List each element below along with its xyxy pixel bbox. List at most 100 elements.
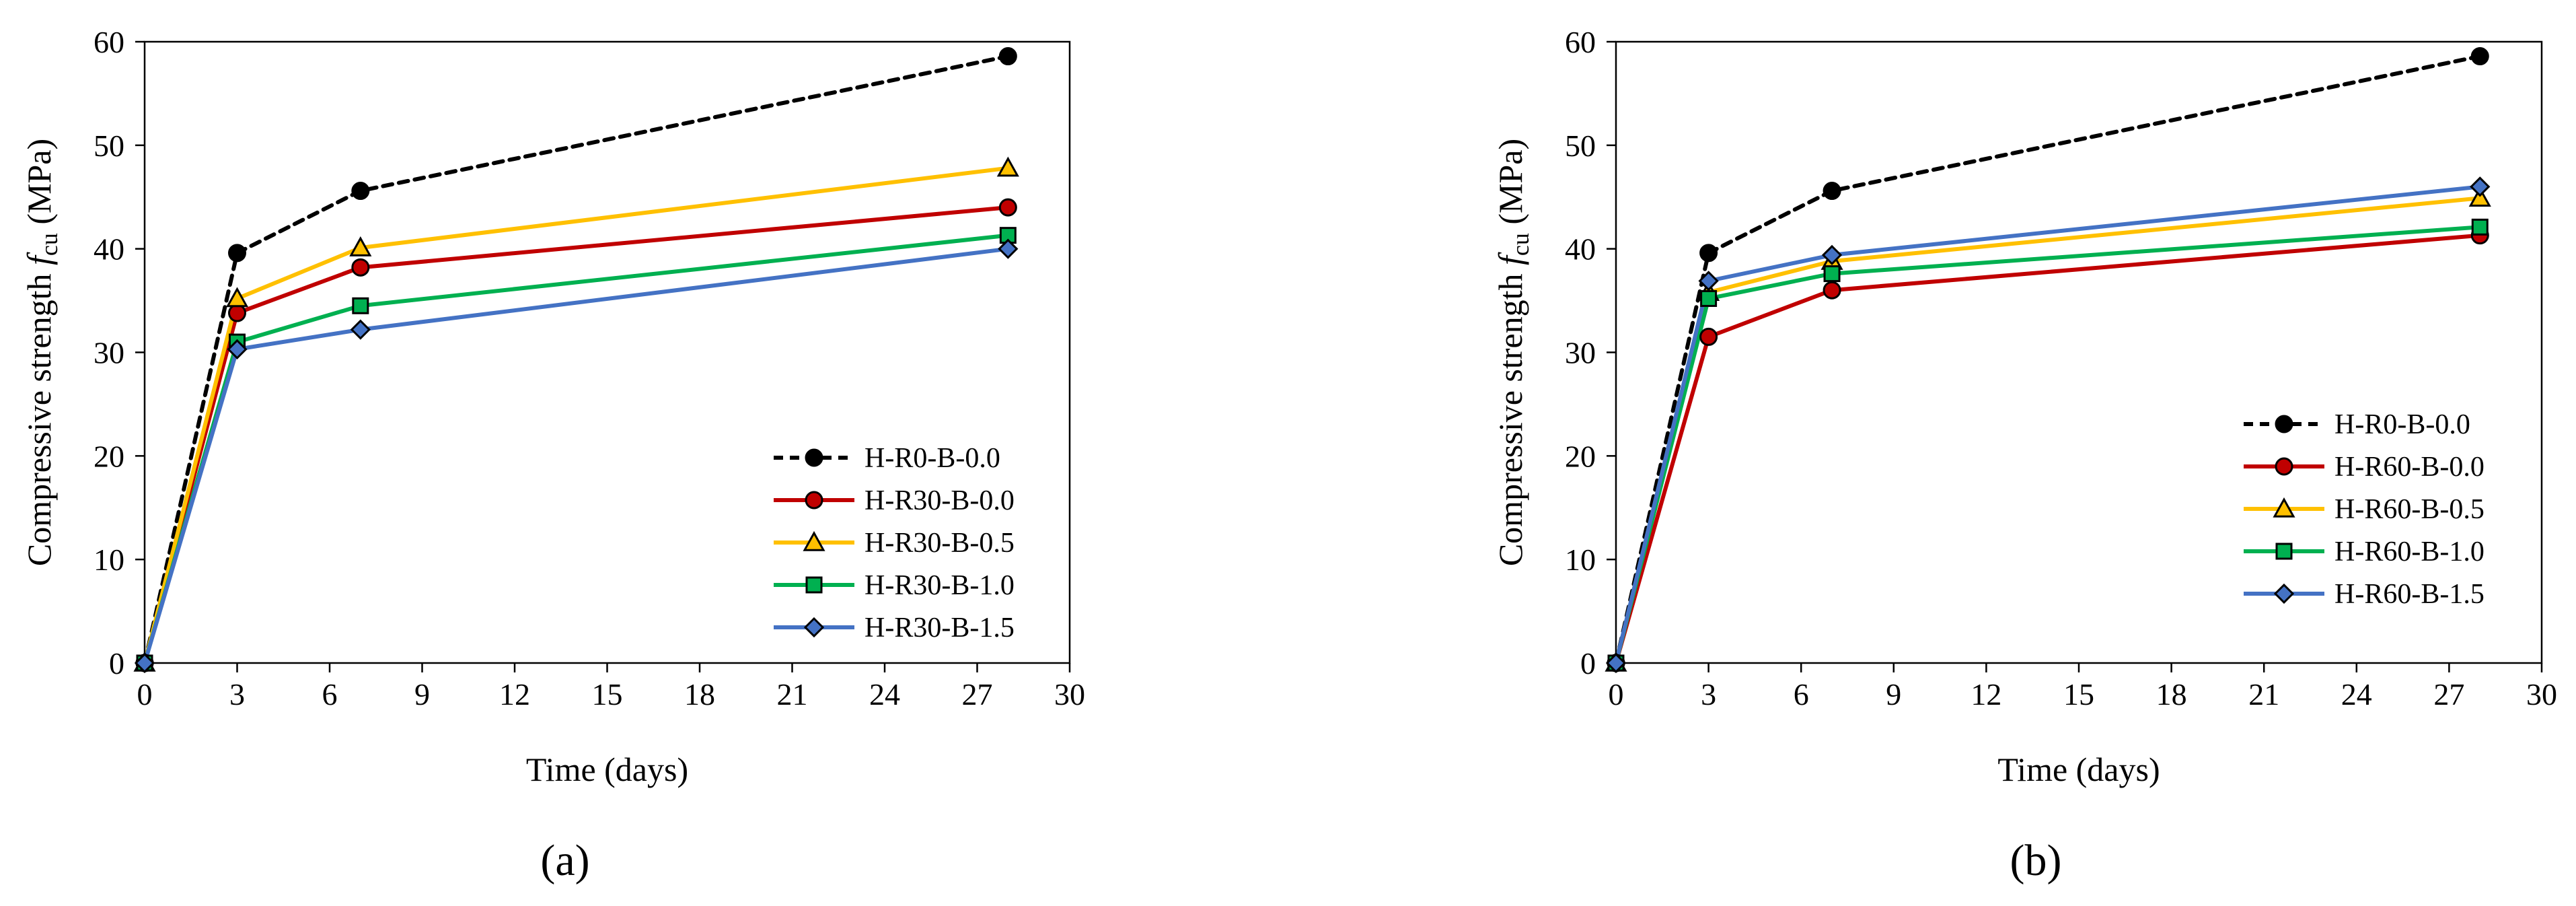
legend-label: H-R60-B-0.5 [2334, 494, 2485, 525]
x-tick-label: 12 [1971, 677, 2001, 711]
x-axis-title: Time (days) [1997, 751, 2160, 788]
data-point [998, 47, 1017, 66]
legend-label: H-R0-B-0.0 [864, 443, 1000, 474]
y-axis-title-subscript: cu [1507, 233, 1534, 256]
data-point [352, 297, 369, 314]
x-tick-label: 30 [1054, 677, 1085, 711]
y-axis-title-unit: (MPa) [1492, 139, 1529, 233]
data-point [996, 156, 1019, 177]
legend-marker [2273, 497, 2295, 518]
data-point [998, 198, 1017, 217]
data-point [2470, 176, 2491, 197]
data-point [2471, 218, 2489, 236]
series-line [1614, 54, 2482, 665]
data-point [351, 258, 370, 277]
x-tick-label: 6 [322, 677, 338, 711]
series-line [143, 166, 1010, 665]
data-point [1821, 244, 1843, 266]
chart-panel-a: 0 3 6 9 12 15 18 21 24 27 30 0 10 20 30 40 50 60 Time (day… [20, 25, 1085, 788]
x-tick-label: 3 [1701, 677, 1716, 711]
x-axis-title: Time (days) [526, 751, 688, 788]
y-tick-label: 60 [1565, 25, 1596, 59]
series-line [1614, 225, 2482, 665]
data-point [2468, 186, 2491, 207]
y-axis-title: Compressive strength fcu (MPa) [20, 139, 63, 566]
x-tick-label: 21 [777, 677, 808, 711]
plot-frame [1615, 40, 2543, 664]
y-tick-label: 50 [94, 129, 124, 163]
data-point [228, 304, 246, 322]
x-tick-label: 18 [684, 677, 715, 711]
legend-label: H-R0-B-0.0 [2334, 409, 2470, 440]
data-point [1698, 271, 1719, 291]
data-point [227, 339, 248, 360]
y-tick-label: 30 [1565, 336, 1596, 370]
x-tick-label: 9 [414, 677, 430, 711]
y-tick-label: 60 [94, 25, 124, 59]
y-tick-label: 20 [94, 439, 124, 473]
data-point [1823, 265, 1841, 283]
legend-marker [803, 617, 825, 638]
y-tick-label: 50 [1565, 129, 1596, 163]
chart-panel-b: 0 3 6 9 12 15 18 21 24 27 30 0 10 20 30 40 50 60 Time (day… [1492, 25, 2557, 788]
legend-marker [805, 491, 823, 510]
y-axis-title: Compressive strength fcu (MPa) [1492, 139, 1534, 566]
y-tick-label: 10 [1565, 543, 1596, 577]
x-tick-label: 0 [137, 677, 153, 711]
x-tick-label: 24 [869, 677, 900, 711]
data-point [228, 244, 246, 263]
data-point [349, 236, 372, 256]
x-tick-label: 21 [2248, 677, 2279, 711]
x-tick-label: 27 [962, 677, 993, 711]
data-point [1605, 652, 1627, 674]
legend-label: H-R30-B-1.0 [864, 570, 1015, 601]
data-point [1699, 244, 1718, 263]
data-point [1699, 327, 1718, 346]
y-tick-label: 40 [94, 232, 124, 267]
x-tick-label: 30 [2526, 677, 2557, 711]
x-tick-label: 15 [592, 677, 623, 711]
legend-marker [2275, 543, 2293, 560]
data-point [225, 287, 249, 308]
x-tick-label: 12 [499, 677, 530, 711]
data-point [1823, 281, 1841, 300]
x-tick-label: 18 [2156, 677, 2187, 711]
panel-label-b: (b) [2010, 836, 2062, 885]
y-tick-label: 0 [109, 646, 124, 681]
legend-marker [2275, 415, 2293, 433]
x-tick-label: 9 [1886, 677, 1901, 711]
data-point [998, 238, 1019, 259]
y-axis-title-prefix: Compressive strength [20, 265, 58, 566]
x-tick-label: 15 [2063, 677, 2094, 711]
legend-marker [2273, 583, 2295, 604]
legend-marker [2275, 457, 2293, 476]
x-tick-label: 0 [1609, 677, 1624, 711]
legend-label: H-R60-B-1.0 [2334, 536, 2485, 567]
y-axis-title-unit: (MPa) [20, 139, 58, 233]
series-line [143, 54, 1010, 665]
panel-label-a: (a) [540, 836, 589, 885]
y-tick-label: 0 [1580, 646, 1596, 681]
data-point [1700, 290, 1718, 308]
y-axis-title-prefix: Compressive strength [1492, 265, 1529, 566]
y-tick-label: 30 [94, 336, 124, 370]
legend-label: H-R30-B-1.5 [864, 613, 1015, 643]
x-tick-label: 6 [1794, 677, 1809, 711]
legend-label: H-R30-B-0.5 [864, 528, 1015, 559]
data-point [350, 319, 371, 340]
y-tick-label: 10 [94, 543, 124, 577]
legend-marker [803, 530, 825, 551]
x-tick-label: 24 [2341, 677, 2372, 711]
series-line [143, 246, 1010, 665]
y-tick-label: 40 [1565, 232, 1596, 267]
data-point [2470, 47, 2489, 66]
data-point [134, 652, 155, 674]
x-tick-label: 3 [229, 677, 245, 711]
data-point [1823, 182, 1841, 201]
x-tick-label: 27 [2433, 677, 2464, 711]
legend-label: H-R30-B-0.0 [864, 485, 1015, 516]
legend-label: H-R60-B-0.0 [2334, 452, 2485, 483]
series-line [1614, 233, 2482, 665]
series-line [1614, 184, 2482, 665]
legend-marker [805, 576, 823, 594]
